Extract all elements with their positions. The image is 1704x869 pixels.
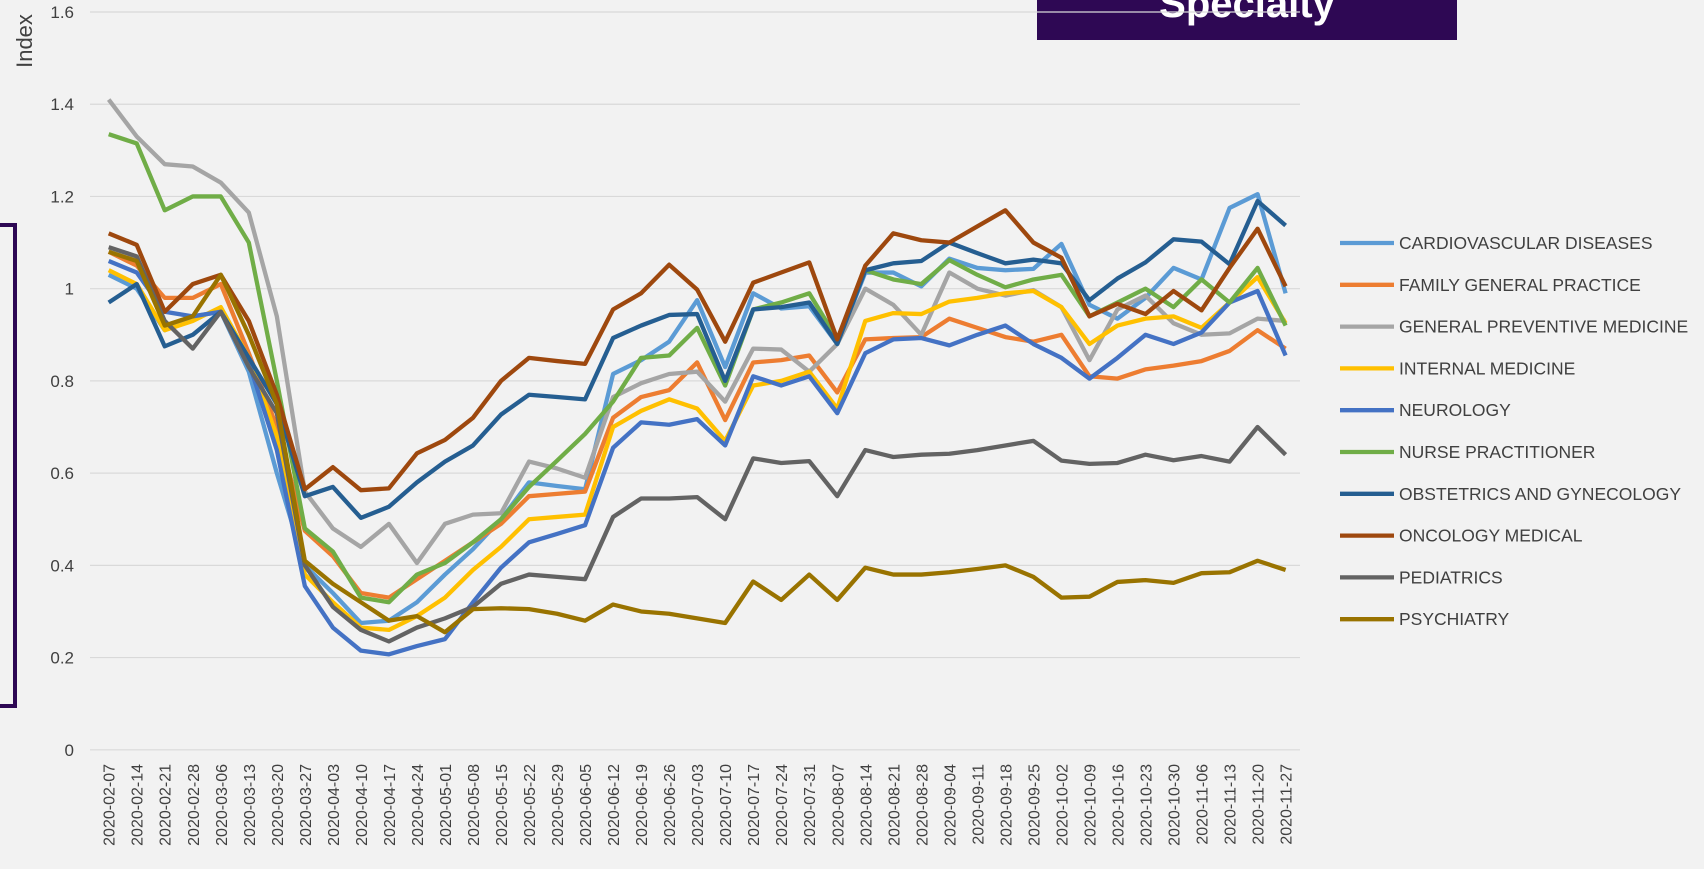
x-tick-label: 2020-08-21 [886, 764, 903, 846]
series-line [107, 198, 1288, 520]
y-tick-label: 0.8 [50, 372, 74, 391]
x-tick-label: 2020-03-20 [270, 764, 287, 846]
y-tick-label: 0.2 [50, 649, 74, 668]
x-tick-label: 2020-05-01 [438, 764, 455, 846]
legend-label: CARDIOVASCULAR DISEASES [1399, 233, 1653, 253]
x-tick-label: 2020-09-11 [970, 764, 987, 845]
x-tick-label: 2020-05-29 [550, 764, 567, 846]
legend: CARDIOVASCULAR DISEASES FAMILY GENERAL PR… [1340, 233, 1688, 629]
x-tick-label: 2020-10-09 [1082, 764, 1099, 846]
legend-label: NURSE PRACTITIONER [1399, 442, 1595, 462]
y-tick-label: 1.6 [50, 3, 74, 22]
chart-title: Specialty [1159, 0, 1335, 26]
series-line [108, 249, 1287, 635]
x-tick-label: 2020-06-19 [634, 764, 651, 846]
x-tick-label: 2020-08-14 [858, 764, 875, 846]
legend-label: GENERAL PREVENTIVE MEDICINE [1399, 317, 1688, 337]
series-line [107, 208, 1288, 493]
x-tick-label: 2020-02-28 [186, 764, 203, 846]
legend-label: OBSTETRICS AND GYNECOLOGY [1399, 484, 1681, 504]
y-tick-label: 1.2 [50, 187, 74, 206]
x-tick-label: 2020-05-22 [522, 764, 539, 846]
x-tick-label: 2020-10-30 [1167, 764, 1184, 846]
x-tick-label: 2020-02-07 [102, 764, 119, 846]
x-tick-label: 2020-04-10 [354, 764, 371, 846]
bracket [0, 223, 17, 708]
y-tick-label: 1 [65, 280, 74, 299]
y-tick-label: 0 [65, 741, 74, 760]
y-tick-label: 0.4 [50, 556, 74, 575]
x-tick-label: 2020-03-06 [214, 764, 231, 846]
legend-label: PSYCHIATRY [1399, 609, 1510, 629]
x-tick-label: 2020-02-21 [158, 764, 175, 846]
x-tick-label: 2020-11-27 [1279, 764, 1296, 845]
x-tick-label: 2020-08-07 [830, 764, 847, 846]
legend-label: INTERNAL MEDICINE [1399, 358, 1575, 378]
x-tick-label: 2020-03-13 [242, 764, 259, 846]
legend-label: ONCOLOGY MEDICAL [1399, 526, 1583, 546]
y-tick-label: 0.6 [50, 464, 74, 483]
x-tick-label: 2020-07-10 [718, 764, 735, 846]
x-tick-label: 2020-11-06 [1195, 764, 1212, 845]
x-tick-label: 2020-06-05 [578, 764, 595, 846]
grid: 0 0.2 0.4 0.6 0.8 1 1.2 1.4 1.6 2020-02-07 2020-02… [50, 3, 1300, 846]
legend-label: FAMILY GENERAL PRACTICE [1399, 275, 1641, 295]
x-tick-label: 2020-10-02 [1054, 764, 1071, 846]
x-tick-label: 2020-04-03 [326, 764, 343, 846]
lines [106, 98, 1288, 657]
series-line [107, 259, 1288, 657]
y-tick-label: 1.4 [50, 95, 74, 114]
x-tick-label: 2020-09-18 [998, 764, 1015, 846]
x-tick-label: 2020-11-20 [1251, 764, 1268, 845]
x-tick-label: 2020-07-24 [774, 764, 791, 846]
x-tick-label: 2020-05-15 [494, 764, 511, 846]
x-tick-label: 2020-07-17 [746, 764, 763, 846]
series-line [107, 268, 1288, 633]
x-tick-label: 2020-07-03 [690, 764, 707, 846]
x-tick-label: 2020-09-25 [1026, 764, 1043, 846]
legend-label: NEUROLOGY [1399, 400, 1511, 420]
x-tick-label: 2020-04-17 [382, 764, 399, 846]
y-axis-label: Index [12, 14, 37, 68]
x-tick-label: 2020-04-24 [410, 764, 427, 846]
x-tick-label: 2020-06-12 [606, 764, 623, 846]
x-tick-label: 2020-09-04 [942, 764, 959, 846]
x-tick-label: 2020-11-13 [1223, 764, 1240, 845]
x-tick-label: 2020-06-26 [662, 764, 679, 846]
title-box [1037, 0, 1457, 40]
legend-label: PEDIATRICS [1399, 567, 1503, 587]
series-line [108, 245, 1288, 644]
x-tick-label: 2020-03-27 [298, 764, 315, 846]
x-tick-label: 2020-10-16 [1110, 764, 1127, 846]
x-tick-label: 2020-07-31 [802, 764, 819, 846]
x-tick-label: 2020-08-28 [914, 764, 931, 846]
x-tick-label: 2020-10-23 [1138, 764, 1155, 846]
x-tick-label: 2020-02-14 [130, 764, 147, 846]
x-tick-label: 2020-05-08 [466, 764, 483, 846]
